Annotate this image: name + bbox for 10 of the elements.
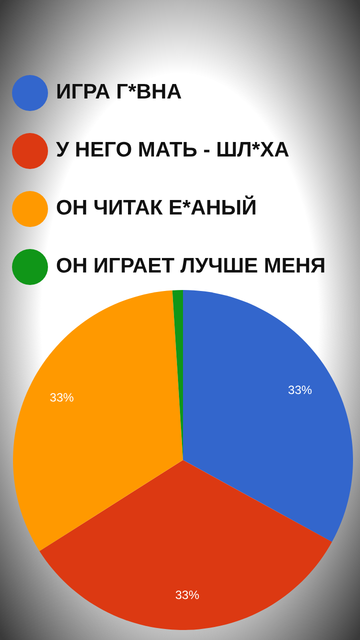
legend-label: ОН ЧИТАК Е*АНЫЙ [56, 194, 257, 220]
pie-slice [183, 290, 353, 542]
legend-label: ОН ИГРАЕТ ЛУЧШЕ МЕНЯ [56, 254, 326, 278]
data-label: 33% [175, 588, 200, 602]
data-label: 33% [288, 382, 312, 397]
legend-label: У НЕГО МАТЬ - ШЛ*ХА [56, 138, 290, 162]
legend-label: ИГРА Г*ВНА [56, 80, 182, 104]
data-label: 33% [50, 390, 74, 404]
pie-slice [39, 460, 332, 630]
pie-slice [13, 290, 183, 552]
